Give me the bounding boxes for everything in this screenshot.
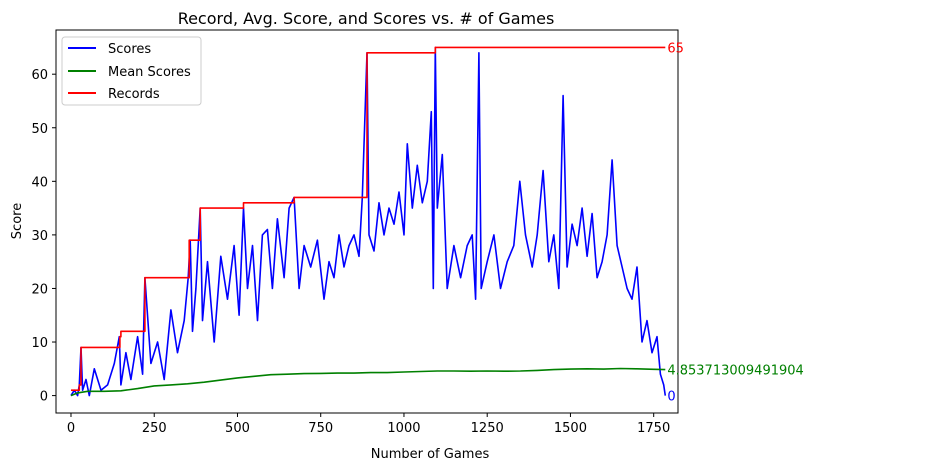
y-tick-label: 40	[31, 175, 48, 190]
chart-title: Record, Avg. Score, and Scores vs. # of …	[178, 9, 555, 28]
y-tick-label: 60	[31, 68, 48, 83]
x-tick-label: 500	[225, 421, 250, 436]
y-tick-label: 50	[31, 122, 48, 137]
series-layer	[70, 46, 667, 397]
y-axis-label: Score	[10, 203, 25, 239]
x-tick-label: 1000	[387, 421, 420, 436]
x-tick-label: 0	[67, 421, 75, 436]
x-axis: 0 250 500 750 1000 1250 1500 1750	[67, 413, 670, 436]
legend-label-mean: Mean Scores	[108, 65, 191, 80]
x-tick-label: 750	[308, 421, 333, 436]
legend-label-records: Records	[108, 87, 160, 102]
annotation-mean-scores: 4.853713009491904	[667, 364, 803, 379]
legend-box	[61, 36, 202, 106]
annotation-records: 65	[667, 41, 684, 56]
x-tick-label: 1500	[554, 421, 587, 436]
annotations: 65 4.853713009491904 0	[667, 41, 803, 404]
y-tick-label: 0	[40, 390, 48, 405]
x-tick-label: 250	[142, 421, 167, 436]
annotation-scores: 0	[667, 390, 675, 405]
series-line-scores	[70, 46, 667, 397]
legend-label-scores: Scores	[108, 42, 151, 57]
y-tick-label: 10	[31, 336, 48, 351]
y-tick-label: 20	[31, 282, 48, 297]
x-tick-label: 1750	[637, 421, 670, 436]
y-axis: 0 10 20 30 40 50 60	[31, 68, 56, 405]
x-tick-label: 1250	[471, 421, 504, 436]
x-axis-label: Number of Games	[371, 447, 490, 462]
plot-border	[55, 29, 679, 414]
series-line-mean-scores	[70, 367, 666, 397]
y-tick-label: 30	[31, 229, 48, 244]
series-line-records	[71, 46, 666, 392]
legend: Scores Mean Scores Records	[61, 36, 202, 106]
